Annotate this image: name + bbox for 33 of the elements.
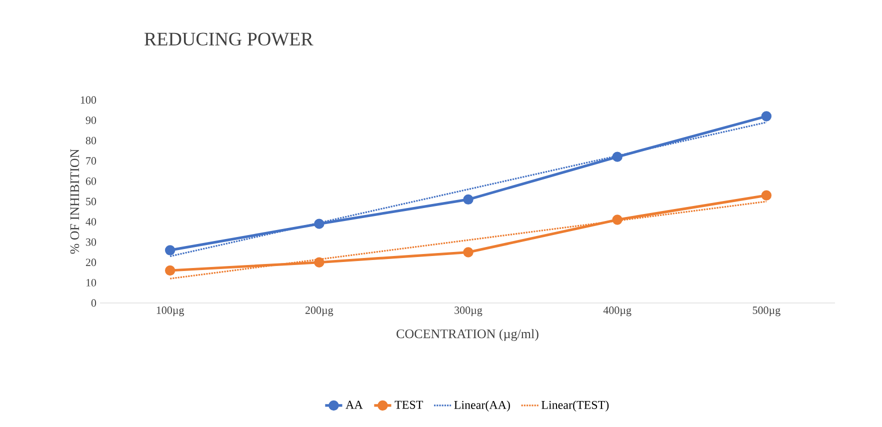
y-tick-label: 60: [86, 177, 96, 185]
y-axis-title: % OF INHIBITION: [70, 149, 80, 254]
y-tick-label: 80: [86, 136, 96, 144]
x-tick-label: 200µg: [305, 306, 334, 316]
point: [761, 190, 772, 200]
y-tick-label: 40: [86, 218, 96, 226]
x-tick-label: 100µg: [156, 306, 184, 316]
y-tick-label: 20: [86, 258, 96, 266]
point: [164, 245, 176, 256]
point: [164, 265, 176, 276]
legend-label: TEST: [394, 400, 424, 409]
legend-label: Linear(TEST): [542, 400, 609, 412]
point: [314, 257, 324, 268]
x-tick-label: 500µg: [752, 306, 780, 316]
y-tick-label: 30: [86, 238, 96, 246]
chart-title: REDUCING POWER: [144, 32, 314, 46]
legend-label: AA: [346, 400, 363, 409]
x-tick-label: 300µg: [454, 306, 482, 316]
y-tick-label: 50: [86, 198, 96, 206]
point: [463, 194, 474, 205]
legend-label: Linear(AA): [454, 400, 510, 412]
y-tick-label: 10: [86, 278, 96, 286]
point: [314, 218, 324, 229]
y-tick-label: 70: [86, 157, 96, 165]
y-tick-label: 100: [80, 96, 96, 104]
x-tick-label: 400µg: [603, 306, 632, 316]
point: [612, 214, 622, 225]
x-axis-title: COCENTRATION (µg/ml): [396, 329, 538, 341]
point: [463, 247, 474, 258]
point: [761, 111, 772, 122]
y-tick-label: 0: [91, 299, 96, 307]
y-tick-label: 90: [86, 116, 96, 124]
point: [612, 152, 622, 162]
